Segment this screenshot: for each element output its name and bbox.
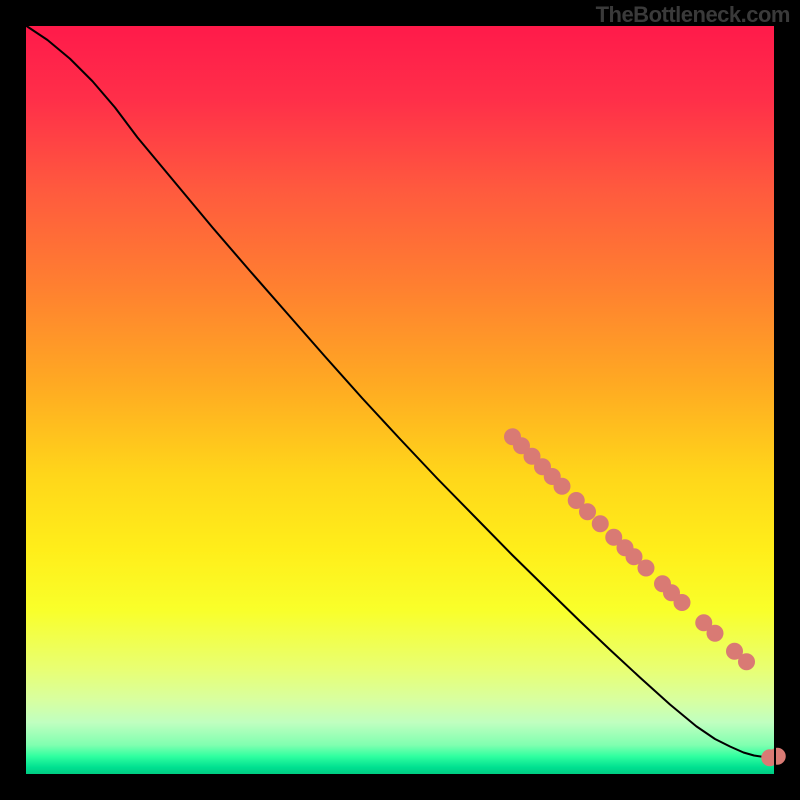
data-point <box>638 560 654 576</box>
data-point <box>554 478 570 494</box>
data-point <box>592 516 608 532</box>
watermark-text: TheBottleneck.com <box>596 2 790 28</box>
data-point <box>626 549 642 565</box>
chart-svg <box>0 0 800 800</box>
chart-container: TheBottleneck.com <box>0 0 800 800</box>
data-point <box>769 748 785 764</box>
data-point <box>580 504 596 520</box>
data-point <box>674 595 690 611</box>
data-point <box>739 654 755 670</box>
data-point <box>707 625 723 641</box>
